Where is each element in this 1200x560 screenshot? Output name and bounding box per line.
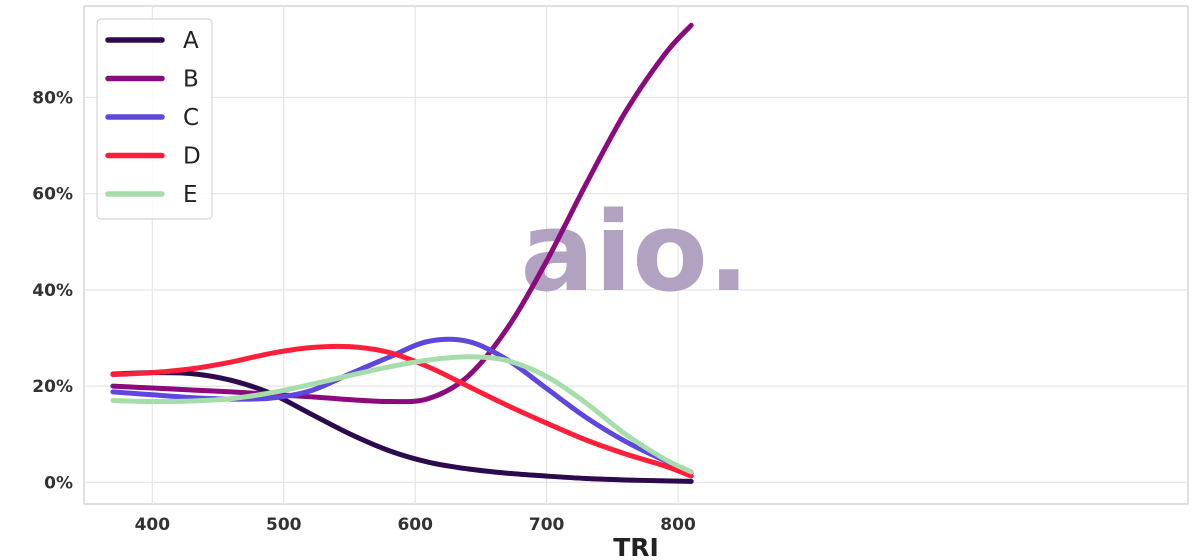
x-tick-label: 800 xyxy=(660,515,696,535)
series-line-e xyxy=(110,354,694,475)
y-tick-label: 20% xyxy=(32,377,73,397)
series-line-b xyxy=(110,22,694,405)
x-axis-ticks: 400 500 600 700 800 xyxy=(135,515,696,535)
series-line-a xyxy=(110,370,694,484)
series-group xyxy=(110,22,694,484)
y-tick-label: 0% xyxy=(44,473,73,493)
y-axis-ticks: 0% 20% 40% 60% 80% xyxy=(32,88,73,493)
legend-label-a: A xyxy=(183,28,199,54)
y-tick-label: 80% xyxy=(32,88,73,108)
x-tick-label: 600 xyxy=(397,515,433,535)
y-tick-label: 40% xyxy=(32,281,73,301)
watermark-text: aio. xyxy=(520,188,749,316)
legend-label-e: E xyxy=(183,182,198,208)
legend-label-b: B xyxy=(183,67,199,93)
series-line-d xyxy=(110,343,694,479)
x-tick-label: 500 xyxy=(266,515,302,535)
x-tick-label: 400 xyxy=(135,515,171,535)
legend-label-d: D xyxy=(183,144,201,170)
legend-label-c: C xyxy=(183,105,199,131)
x-axis-title: TRI xyxy=(613,533,659,560)
y-tick-label: 60% xyxy=(32,185,73,205)
watermark-logo: aio. xyxy=(520,188,749,316)
x-tick-label: 700 xyxy=(529,515,565,535)
plot-area xyxy=(83,5,1189,505)
